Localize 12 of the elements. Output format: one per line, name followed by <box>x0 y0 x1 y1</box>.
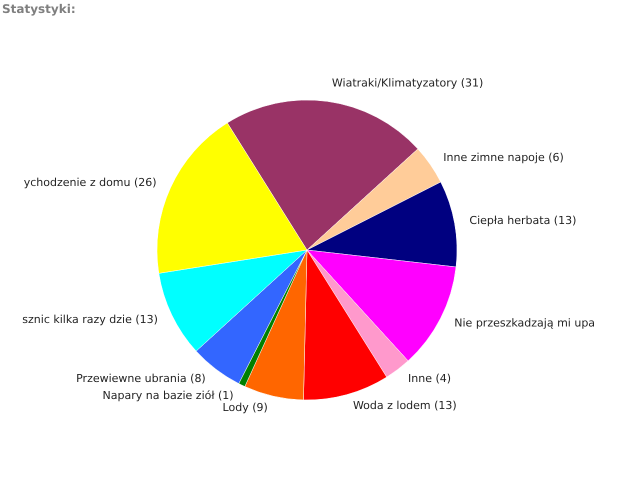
slice-label: Inne (4) <box>408 372 452 385</box>
slice-label: Napary na bazie ziół (1) <box>102 388 234 402</box>
chart-title: Statystyki: <box>2 2 76 16</box>
slice-label: Ciepła herbata (13) <box>469 214 576 228</box>
slice-label: Lody (9) <box>222 400 268 414</box>
slice-label: sznic kilka razy dzie (13) <box>22 313 158 326</box>
slice-label: Woda z lodem (13) <box>352 399 457 412</box>
slice-label: Inne zimne napoje (6) <box>443 150 564 164</box>
slice-label: ychodzenie z domu (26) <box>24 176 157 189</box>
slice-label: Nie przeszkadzają mi upa <box>454 316 596 330</box>
slice-label: Wiatraki/Klimatyzatory (31) <box>332 76 484 90</box>
slice-label: Przewiewne ubrania (8) <box>76 372 206 385</box>
